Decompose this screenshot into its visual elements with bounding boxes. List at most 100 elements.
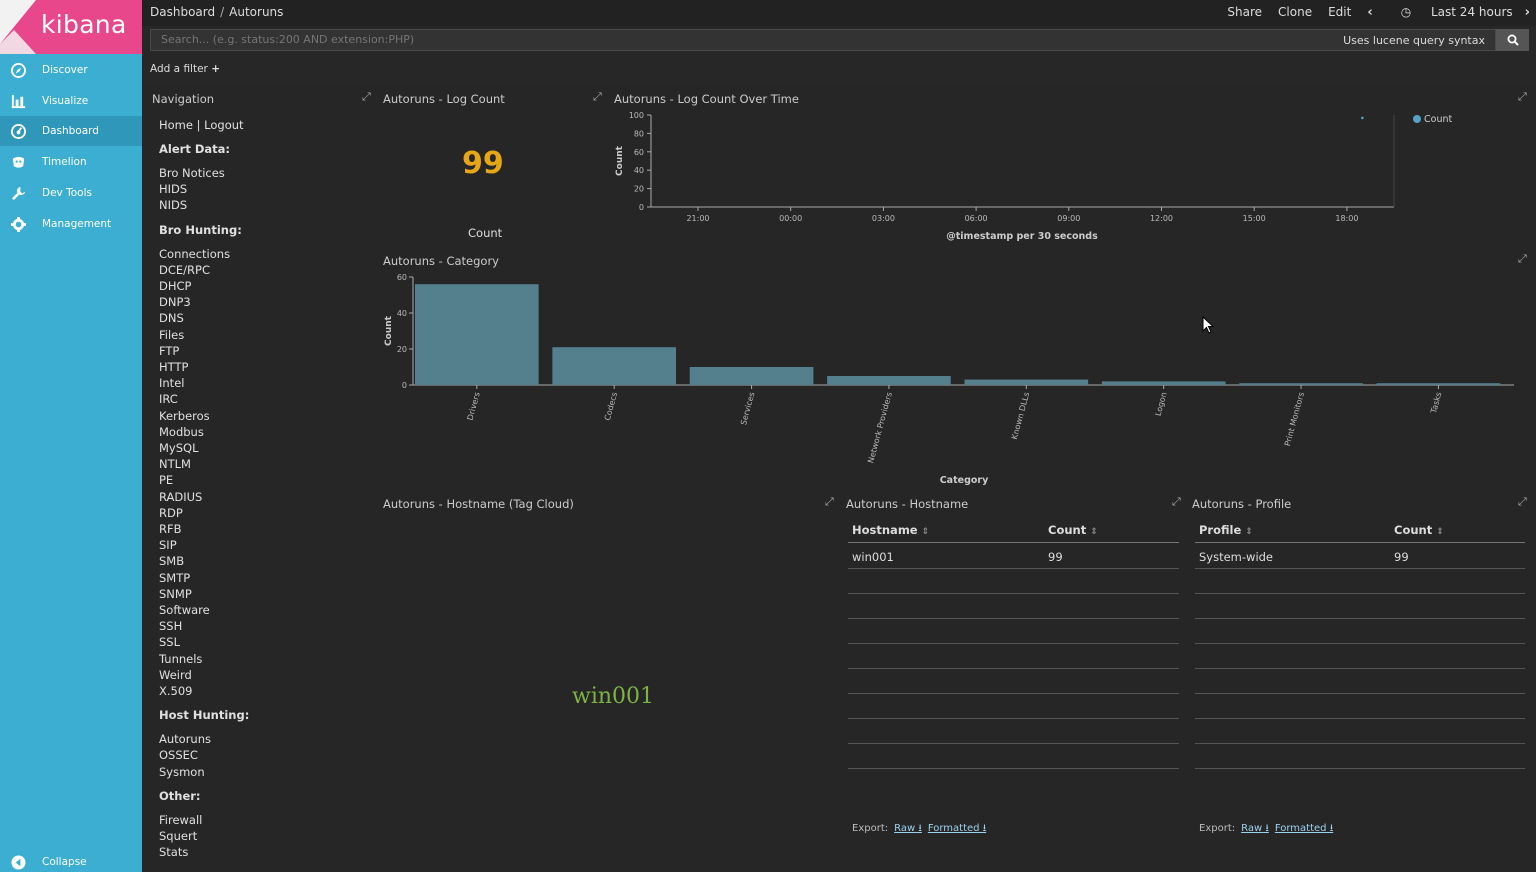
nav-link[interactable]: Firewall: [159, 812, 203, 827]
nav-link[interactable]: PE: [159, 473, 174, 488]
time-next-icon[interactable]: ›: [1524, 5, 1530, 20]
nav-link[interactable]: OSSEC: [159, 748, 198, 763]
sidebar-item-discover[interactable]: Discover: [0, 55, 142, 85]
export-raw-link[interactable]: Raw ⭳: [894, 823, 922, 834]
home-link[interactable]: Home: [159, 118, 193, 132]
nav-link[interactable]: Stats: [159, 845, 189, 860]
table-row-divider: [848, 743, 1179, 744]
clone-button[interactable]: Clone: [1278, 5, 1313, 19]
nav-link[interactable]: RFB: [159, 522, 182, 536]
nav-section-heading: Other:: [159, 788, 201, 803]
nav-link[interactable]: Sysmon: [159, 764, 205, 779]
time-prev-icon[interactable]: ‹: [1367, 5, 1373, 20]
nav-link[interactable]: DNS: [159, 311, 184, 326]
column-header-hostname[interactable]: Hostname ⇕: [852, 523, 929, 537]
expand-icon[interactable]: ⤢: [1518, 495, 1527, 508]
edit-button[interactable]: Edit: [1328, 5, 1352, 19]
nav-link[interactable]: Intel: [159, 376, 185, 391]
nav-link[interactable]: Squert: [159, 829, 198, 843]
time-range-label: Last 24 hours: [1431, 5, 1513, 19]
x-tick-label: Print Monitors: [1283, 391, 1306, 447]
dashboard-canvas: [142, 84, 1536, 872]
column-header-label: Hostname: [852, 523, 918, 537]
expand-icon[interactable]: ⤢: [1172, 495, 1181, 508]
nav-link[interactable]: SNMP: [159, 586, 192, 601]
kibana-logo[interactable]: kibana: [0, 0, 142, 54]
nav-link[interactable]: NTLM: [159, 457, 191, 472]
logout-link[interactable]: Logout: [204, 118, 244, 132]
nav-link[interactable]: SIP: [159, 538, 177, 553]
nav-link[interactable]: SMB: [159, 554, 185, 569]
expand-icon[interactable]: ⤢: [1518, 252, 1527, 265]
search-button[interactable]: [1496, 29, 1529, 51]
logo-text: kibana: [41, 10, 127, 39]
sidebar-item-dashboard[interactable]: Dashboard: [0, 116, 142, 146]
nav-link[interactable]: Tunnels: [159, 651, 203, 666]
column-header-profile[interactable]: Profile ⇕: [1199, 523, 1253, 537]
x-tick-label: Services: [739, 391, 756, 426]
y-tick-label: 60: [634, 148, 644, 157]
expand-icon[interactable]: ⤢: [825, 495, 834, 508]
nav-link[interactable]: NIDS: [159, 198, 188, 213]
sidebar-collapse[interactable]: Collapse: [0, 847, 142, 872]
table-row-divider: [1195, 768, 1525, 769]
sort-icon: ⇕: [1090, 527, 1098, 537]
nav-link[interactable]: Files: [159, 327, 185, 342]
nav-link[interactable]: Bro Notices: [159, 166, 225, 180]
nav-link[interactable]: IRC: [159, 392, 178, 407]
sidebar-item-timelion[interactable]: Timelion: [0, 147, 142, 177]
nav-link[interactable]: Modbus: [159, 424, 204, 439]
expand-icon[interactable]: ⤢: [1518, 90, 1527, 103]
breadcrumb-dashboard[interactable]: Dashboard: [150, 5, 216, 19]
export-raw-link[interactable]: Raw ⭳: [1241, 823, 1269, 834]
column-header-count[interactable]: Count ⇕: [1048, 523, 1098, 537]
export-formatted-link[interactable]: Formatted ⭳: [1274, 823, 1334, 834]
share-button[interactable]: Share: [1227, 5, 1263, 19]
table-cell[interactable]: System-wide: [1199, 550, 1274, 564]
table-header-divider: [1195, 542, 1525, 543]
table-row-divider: [848, 593, 1179, 594]
nav-link[interactable]: Weird: [159, 667, 192, 682]
time-picker[interactable]: ◷ Last 24 hours: [1385, 5, 1513, 20]
table-row-divider: [1195, 593, 1525, 594]
nav-link[interactable]: SMTP: [159, 570, 191, 585]
search-input[interactable]: [161, 33, 1311, 46]
nav-link[interactable]: HIDS: [159, 182, 188, 197]
nav-link[interactable]: DCE/RPC: [159, 262, 210, 277]
nav-link[interactable]: FTP: [159, 343, 180, 358]
nav-link[interactable]: HTTP: [159, 360, 189, 374]
export-label: Export:: [1199, 823, 1236, 834]
y-tick-label: 80: [634, 129, 644, 138]
export-formatted-link[interactable]: Formatted ⭳: [927, 823, 987, 834]
nav-link[interactable]: SSL: [159, 635, 181, 650]
sidebar-item-dev-tools[interactable]: Dev Tools: [0, 178, 142, 208]
x-tick-label: Known DLLs: [1010, 391, 1031, 440]
nav-link[interactable]: Kerberos: [159, 408, 210, 423]
expand-icon[interactable]: ⤢: [593, 90, 602, 103]
tagcloud-word[interactable]: win001: [572, 684, 655, 709]
nav-link[interactable]: DHCP: [159, 279, 192, 293]
nav-link[interactable]: Software: [159, 603, 210, 617]
expand-icon[interactable]: ⤢: [362, 90, 371, 103]
y-tick-label: 0: [402, 381, 407, 390]
x-tick-label: 12:00: [1150, 214, 1173, 223]
table-cell[interactable]: win001: [852, 550, 894, 564]
column-header-count[interactable]: Count ⇕: [1394, 523, 1444, 537]
add-filter-button[interactable]: Add a filter +: [150, 63, 220, 75]
nav-link[interactable]: RADIUS: [159, 489, 203, 504]
nav-link[interactable]: SSH: [159, 619, 183, 634]
log-count-over-time-chart: 0 20 40 60 80 100 21:00 00:00 03:00 06:00 09:00 12:…: [615, 111, 1452, 242]
nav-link[interactable]: DNP3: [159, 295, 191, 310]
bar: [415, 284, 539, 385]
lucene-syntax-hint[interactable]: Uses lucene query syntax: [1343, 34, 1485, 47]
nav-link[interactable]: MySQL: [159, 441, 199, 455]
nav-link[interactable]: RDP: [159, 505, 183, 520]
query-bar: Uses lucene query syntax: [150, 29, 1496, 51]
x-tick-label: 00:00: [779, 214, 802, 223]
nav-link[interactable]: Autoruns: [159, 732, 211, 747]
nav-link[interactable]: X.509: [159, 684, 193, 698]
sidebar-item-management[interactable]: Management: [0, 209, 142, 239]
sidebar-item-visualize[interactable]: Visualize: [0, 86, 142, 116]
column-header-label: Count: [1048, 523, 1087, 537]
nav-link[interactable]: Connections: [159, 246, 231, 261]
